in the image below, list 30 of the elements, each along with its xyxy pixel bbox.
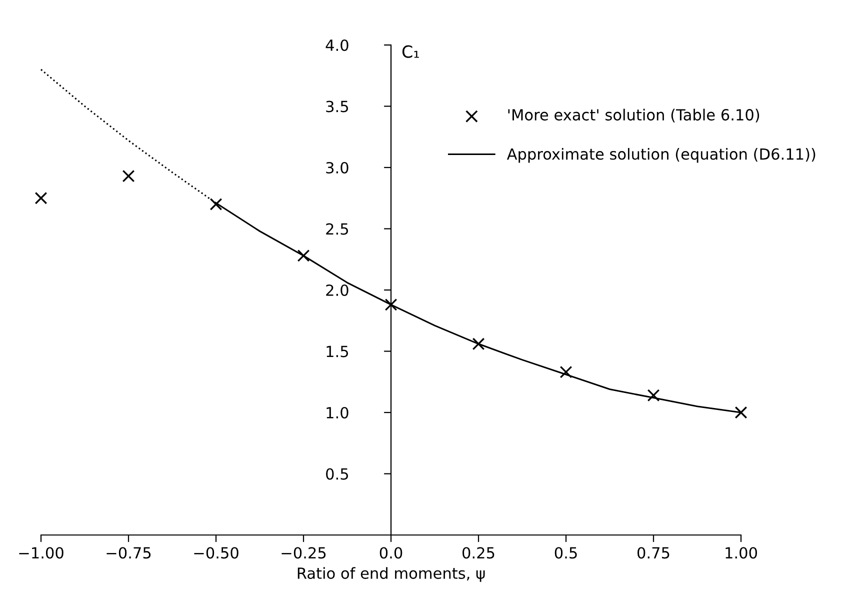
y-tick-label: 0.5: [326, 468, 348, 480]
point: [122, 170, 135, 182]
x-tick-label: −0.50: [194, 547, 238, 559]
x-tick-label: −0.25: [282, 547, 326, 559]
point: [734, 406, 748, 419]
x-tick-label: 0.25: [462, 547, 494, 559]
x-tick-label: 0.5: [554, 547, 577, 559]
legend-label: Approximate solution (equation (D6.11)): [506, 148, 816, 163]
y-tick-label: 3.0: [326, 162, 348, 174]
point: [472, 338, 485, 350]
x-axis-title: Ratio of end moments, ψ: [298, 567, 485, 582]
point: [34, 192, 48, 204]
y-tick-label: 1.5: [326, 346, 348, 358]
point: [560, 366, 572, 378]
point: [297, 249, 310, 262]
point: [647, 389, 660, 402]
x-tick-label: −0.75: [106, 547, 151, 559]
x-tick-label: 1.00: [726, 547, 757, 559]
x-tick-label: 0.0: [380, 547, 402, 559]
y-tick-label: 2.5: [326, 223, 348, 235]
y-tick-label: 4.0: [326, 39, 348, 52]
point: [210, 198, 222, 210]
y-tick-label: 2.0: [326, 284, 348, 296]
x-tick-label: −1.00: [19, 547, 64, 559]
y-tick-label: 1.0: [326, 406, 348, 419]
legend-label: 'More exact' solution (Table 6.10): [508, 108, 760, 122]
point: [384, 298, 398, 311]
x-tick-label: 0.75: [638, 547, 670, 559]
y-tick-label: 3.5: [326, 100, 348, 112]
y-axis-title: C₁: [402, 45, 419, 58]
